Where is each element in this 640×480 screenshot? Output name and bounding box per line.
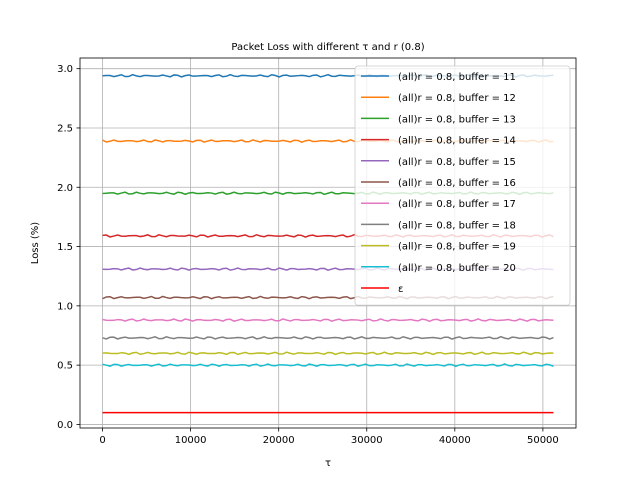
x-tick-label: 30000	[351, 435, 383, 446]
legend-label: (all)r = 0.8, buffer = 20	[398, 263, 516, 274]
x-tick-label: 20000	[263, 435, 295, 446]
series-line	[102, 351, 554, 356]
y-tick-label: 1.0	[57, 301, 73, 312]
y-tick-label: 0.5	[57, 361, 73, 372]
legend-label: (all)r = 0.8, buffer = 14	[398, 136, 516, 147]
legend-label: (all)r = 0.8, buffer = 17	[398, 199, 516, 210]
legend-label: (all)r = 0.8, buffer = 18	[398, 220, 516, 231]
y-tick-label: 3.0	[57, 64, 73, 75]
legend-label: (all)r = 0.8, buffer = 19	[398, 242, 516, 253]
legend-label: (all)r = 0.8, buffer = 11	[398, 72, 516, 83]
legend-label: (all)r = 0.8, buffer = 13	[398, 114, 516, 125]
legend-label: (all)r = 0.8, buffer = 16	[398, 178, 516, 189]
plot-frame	[79, 57, 577, 429]
y-tick-label: 2.0	[57, 183, 73, 194]
legend-label: ε	[398, 284, 403, 295]
series-line	[102, 318, 554, 323]
legend-label: (all)r = 0.8, buffer = 15	[398, 157, 516, 168]
legend: (all)r = 0.8, buffer = 11 (all)r = 0.8, b…	[354, 65, 571, 306]
x-axis-label: τ	[325, 458, 331, 469]
legend-label: (all)r = 0.8, buffer = 12	[398, 93, 516, 104]
series-line	[102, 363, 554, 368]
y-axis-label: Loss (%)	[30, 222, 41, 265]
x-tick-label: 50000	[527, 435, 559, 446]
x-tick-label: 40000	[439, 435, 471, 446]
axis-ticks: 0 10000 20000 30000 40000 50000 0.0 0.5 1.0 1.5 2.…	[57, 64, 559, 446]
y-tick-label: 2.5	[57, 123, 73, 134]
y-tick-label: 1.5	[57, 242, 73, 253]
x-tick-label: 0	[99, 435, 105, 446]
series-line	[102, 335, 554, 340]
y-tick-label: 0.0	[57, 420, 73, 431]
chart-title: Packet Loss with different τ and r (0.8)	[231, 42, 424, 53]
legend-box	[354, 65, 571, 306]
x-tick-label: 10000	[175, 435, 207, 446]
